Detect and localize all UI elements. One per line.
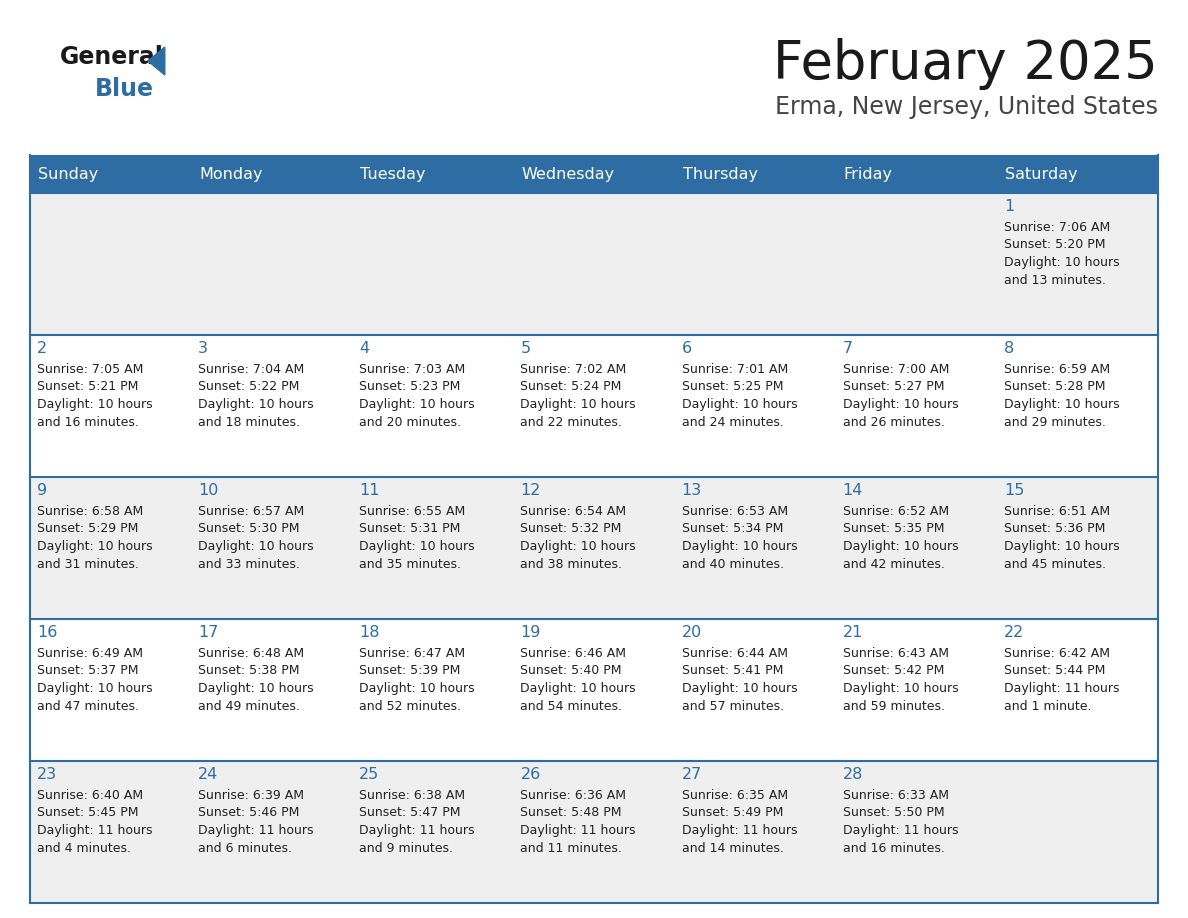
Text: 8: 8 — [1004, 341, 1015, 356]
Text: Sunday: Sunday — [38, 166, 99, 182]
Text: Sunrise: 6:39 AM
Sunset: 5:46 PM
Daylight: 11 hours
and 6 minutes.: Sunrise: 6:39 AM Sunset: 5:46 PM Dayligh… — [198, 789, 314, 855]
Bar — [30, 619, 1158, 761]
Text: 17: 17 — [198, 625, 219, 640]
Text: 20: 20 — [682, 625, 702, 640]
Text: 16: 16 — [37, 625, 57, 640]
Text: 25: 25 — [359, 767, 379, 782]
Text: Sunrise: 6:47 AM
Sunset: 5:39 PM
Daylight: 10 hours
and 52 minutes.: Sunrise: 6:47 AM Sunset: 5:39 PM Dayligh… — [359, 647, 475, 712]
Text: Sunrise: 7:06 AM
Sunset: 5:20 PM
Daylight: 10 hours
and 13 minutes.: Sunrise: 7:06 AM Sunset: 5:20 PM Dayligh… — [1004, 221, 1119, 286]
Text: February 2025: February 2025 — [773, 38, 1158, 90]
Text: Sunrise: 7:02 AM
Sunset: 5:24 PM
Daylight: 10 hours
and 22 minutes.: Sunrise: 7:02 AM Sunset: 5:24 PM Dayligh… — [520, 363, 636, 429]
Text: 5: 5 — [520, 341, 531, 356]
Bar — [30, 761, 1158, 903]
Bar — [30, 155, 1158, 193]
Text: 3: 3 — [198, 341, 208, 356]
Text: 12: 12 — [520, 483, 541, 498]
Text: Sunrise: 6:40 AM
Sunset: 5:45 PM
Daylight: 11 hours
and 4 minutes.: Sunrise: 6:40 AM Sunset: 5:45 PM Dayligh… — [37, 789, 152, 855]
Text: Sunrise: 7:04 AM
Sunset: 5:22 PM
Daylight: 10 hours
and 18 minutes.: Sunrise: 7:04 AM Sunset: 5:22 PM Dayligh… — [198, 363, 314, 429]
Text: Sunrise: 6:38 AM
Sunset: 5:47 PM
Daylight: 11 hours
and 9 minutes.: Sunrise: 6:38 AM Sunset: 5:47 PM Dayligh… — [359, 789, 475, 855]
Text: Sunrise: 6:57 AM
Sunset: 5:30 PM
Daylight: 10 hours
and 33 minutes.: Sunrise: 6:57 AM Sunset: 5:30 PM Dayligh… — [198, 505, 314, 570]
Text: Sunrise: 6:33 AM
Sunset: 5:50 PM
Daylight: 11 hours
and 16 minutes.: Sunrise: 6:33 AM Sunset: 5:50 PM Dayligh… — [842, 789, 959, 855]
Bar — [30, 335, 1158, 477]
Text: Thursday: Thursday — [683, 166, 758, 182]
Text: Sunrise: 7:01 AM
Sunset: 5:25 PM
Daylight: 10 hours
and 24 minutes.: Sunrise: 7:01 AM Sunset: 5:25 PM Dayligh… — [682, 363, 797, 429]
Text: Sunrise: 7:00 AM
Sunset: 5:27 PM
Daylight: 10 hours
and 26 minutes.: Sunrise: 7:00 AM Sunset: 5:27 PM Dayligh… — [842, 363, 959, 429]
Text: 21: 21 — [842, 625, 864, 640]
Text: 27: 27 — [682, 767, 702, 782]
Text: Sunrise: 6:53 AM
Sunset: 5:34 PM
Daylight: 10 hours
and 40 minutes.: Sunrise: 6:53 AM Sunset: 5:34 PM Dayligh… — [682, 505, 797, 570]
Text: 2: 2 — [37, 341, 48, 356]
Polygon shape — [148, 47, 165, 75]
Text: 22: 22 — [1004, 625, 1024, 640]
Text: Sunrise: 6:51 AM
Sunset: 5:36 PM
Daylight: 10 hours
and 45 minutes.: Sunrise: 6:51 AM Sunset: 5:36 PM Dayligh… — [1004, 505, 1119, 570]
Text: 24: 24 — [198, 767, 219, 782]
Text: Wednesday: Wednesday — [522, 166, 614, 182]
Text: Sunrise: 6:58 AM
Sunset: 5:29 PM
Daylight: 10 hours
and 31 minutes.: Sunrise: 6:58 AM Sunset: 5:29 PM Dayligh… — [37, 505, 152, 570]
Bar — [30, 155, 1158, 159]
Text: Sunrise: 6:55 AM
Sunset: 5:31 PM
Daylight: 10 hours
and 35 minutes.: Sunrise: 6:55 AM Sunset: 5:31 PM Dayligh… — [359, 505, 475, 570]
Text: Erma, New Jersey, United States: Erma, New Jersey, United States — [775, 95, 1158, 119]
Text: Sunrise: 6:59 AM
Sunset: 5:28 PM
Daylight: 10 hours
and 29 minutes.: Sunrise: 6:59 AM Sunset: 5:28 PM Dayligh… — [1004, 363, 1119, 429]
Text: Sunrise: 6:42 AM
Sunset: 5:44 PM
Daylight: 11 hours
and 1 minute.: Sunrise: 6:42 AM Sunset: 5:44 PM Dayligh… — [1004, 647, 1119, 712]
Text: 26: 26 — [520, 767, 541, 782]
Text: 4: 4 — [359, 341, 369, 356]
Text: 15: 15 — [1004, 483, 1024, 498]
Text: Sunrise: 6:52 AM
Sunset: 5:35 PM
Daylight: 10 hours
and 42 minutes.: Sunrise: 6:52 AM Sunset: 5:35 PM Dayligh… — [842, 505, 959, 570]
Text: 13: 13 — [682, 483, 702, 498]
Text: Sunrise: 6:46 AM
Sunset: 5:40 PM
Daylight: 10 hours
and 54 minutes.: Sunrise: 6:46 AM Sunset: 5:40 PM Dayligh… — [520, 647, 636, 712]
Text: 10: 10 — [198, 483, 219, 498]
Text: Sunrise: 6:54 AM
Sunset: 5:32 PM
Daylight: 10 hours
and 38 minutes.: Sunrise: 6:54 AM Sunset: 5:32 PM Dayligh… — [520, 505, 636, 570]
Text: Sunrise: 6:48 AM
Sunset: 5:38 PM
Daylight: 10 hours
and 49 minutes.: Sunrise: 6:48 AM Sunset: 5:38 PM Dayligh… — [198, 647, 314, 712]
Text: Sunrise: 6:43 AM
Sunset: 5:42 PM
Daylight: 10 hours
and 59 minutes.: Sunrise: 6:43 AM Sunset: 5:42 PM Dayligh… — [842, 647, 959, 712]
Text: Sunrise: 7:05 AM
Sunset: 5:21 PM
Daylight: 10 hours
and 16 minutes.: Sunrise: 7:05 AM Sunset: 5:21 PM Dayligh… — [37, 363, 152, 429]
Text: 1: 1 — [1004, 199, 1015, 214]
Text: Saturday: Saturday — [1005, 166, 1078, 182]
Text: 23: 23 — [37, 767, 57, 782]
Text: 11: 11 — [359, 483, 380, 498]
Text: Blue: Blue — [95, 77, 154, 101]
Text: Sunrise: 6:49 AM
Sunset: 5:37 PM
Daylight: 10 hours
and 47 minutes.: Sunrise: 6:49 AM Sunset: 5:37 PM Dayligh… — [37, 647, 152, 712]
Text: 28: 28 — [842, 767, 864, 782]
Text: Tuesday: Tuesday — [360, 166, 425, 182]
Text: Friday: Friday — [843, 166, 892, 182]
Text: Sunrise: 6:36 AM
Sunset: 5:48 PM
Daylight: 11 hours
and 11 minutes.: Sunrise: 6:36 AM Sunset: 5:48 PM Dayligh… — [520, 789, 636, 855]
Text: Sunrise: 6:44 AM
Sunset: 5:41 PM
Daylight: 10 hours
and 57 minutes.: Sunrise: 6:44 AM Sunset: 5:41 PM Dayligh… — [682, 647, 797, 712]
Text: 6: 6 — [682, 341, 691, 356]
Text: Monday: Monday — [200, 166, 263, 182]
Text: 14: 14 — [842, 483, 864, 498]
Text: Sunrise: 6:35 AM
Sunset: 5:49 PM
Daylight: 11 hours
and 14 minutes.: Sunrise: 6:35 AM Sunset: 5:49 PM Dayligh… — [682, 789, 797, 855]
Text: 9: 9 — [37, 483, 48, 498]
Bar — [30, 193, 1158, 335]
Bar — [30, 477, 1158, 619]
Text: 18: 18 — [359, 625, 380, 640]
Text: 19: 19 — [520, 625, 541, 640]
Text: General: General — [61, 45, 164, 69]
Text: 7: 7 — [842, 341, 853, 356]
Text: Sunrise: 7:03 AM
Sunset: 5:23 PM
Daylight: 10 hours
and 20 minutes.: Sunrise: 7:03 AM Sunset: 5:23 PM Dayligh… — [359, 363, 475, 429]
